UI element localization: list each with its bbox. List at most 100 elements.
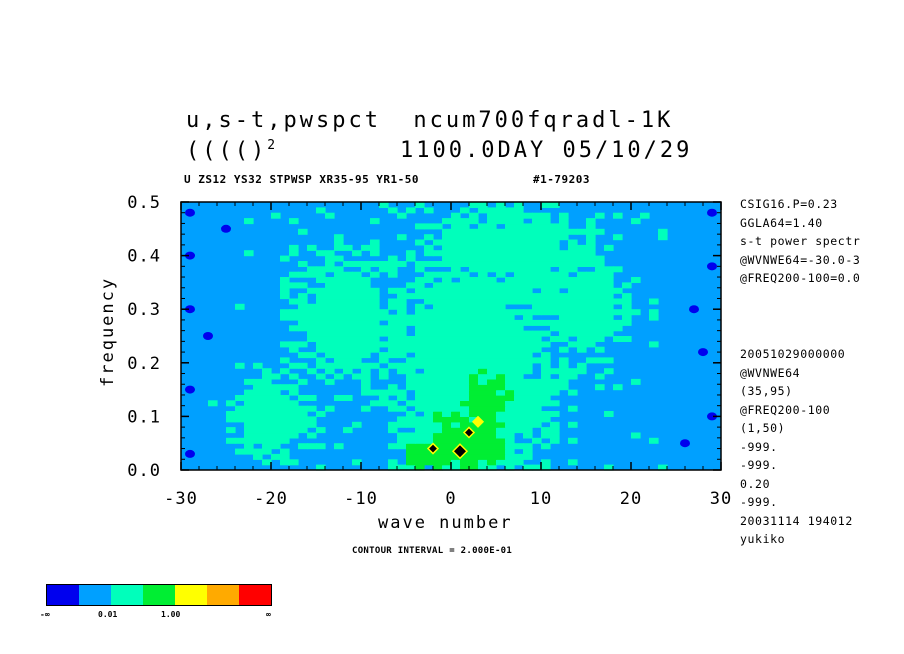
heatmap-cell xyxy=(343,395,353,401)
heatmap-cell xyxy=(487,319,497,326)
heatmap-cell xyxy=(406,384,416,391)
heatmap-cell xyxy=(559,250,569,257)
heatmap-cell xyxy=(496,405,506,412)
heatmap-cell xyxy=(370,346,380,353)
heatmap-cell xyxy=(397,395,407,401)
info-panel-top: CSIG16.P=0.23 GGLA64=1.40 s-t power spectr… xyxy=(740,195,860,288)
heatmap-cell xyxy=(604,303,614,310)
heatmap-cell xyxy=(496,453,506,460)
heatmap-cell xyxy=(451,239,461,246)
heatmap-cell xyxy=(514,357,524,364)
info-top-line-1: GGLA64=1.40 xyxy=(740,215,823,230)
heatmap-cell xyxy=(568,303,578,310)
heatmap-cell xyxy=(289,427,299,434)
heatmap-cell xyxy=(253,405,263,412)
heatmap-cell xyxy=(559,234,569,241)
heatmap-cell xyxy=(262,395,272,401)
heatmap-cell xyxy=(586,218,596,225)
heatmap-cell xyxy=(514,389,524,396)
heatmap-cell xyxy=(397,341,407,348)
heatmap-cell xyxy=(433,303,443,310)
heatmap-cell xyxy=(226,411,236,417)
heatmap-cell xyxy=(235,362,245,369)
heatmap-cell xyxy=(433,319,443,326)
heatmap-cell xyxy=(361,362,371,369)
heatmap-cell xyxy=(460,271,470,278)
heatmap-cell xyxy=(298,325,308,332)
heatmap-cell xyxy=(586,244,596,251)
heatmap-cell xyxy=(442,437,452,444)
heatmap-cell xyxy=(469,234,479,241)
heatmap-cell xyxy=(433,443,443,450)
heatmap-cell xyxy=(523,287,533,294)
heatmap-cell xyxy=(451,271,461,278)
heatmap-cell xyxy=(496,287,506,294)
heatmap-cell xyxy=(514,309,524,316)
heatmap-cell xyxy=(469,341,479,348)
heatmap-cell xyxy=(343,298,353,305)
heatmap-cell xyxy=(280,282,290,289)
heatmap-cell xyxy=(487,352,497,359)
heatmap-cell xyxy=(451,282,461,289)
heatmap-cell xyxy=(298,427,308,434)
heatmap-cell xyxy=(487,293,497,300)
heatmap-cell xyxy=(235,405,245,412)
heatmap-cell xyxy=(523,293,533,300)
heatmap-cell xyxy=(397,212,407,219)
heatmap-cell xyxy=(289,314,299,321)
heatmap-cell xyxy=(541,293,551,300)
heatmap-cell xyxy=(442,352,452,359)
heatmap-cell xyxy=(568,277,578,283)
heatmap-cell xyxy=(244,432,254,439)
colorbar-swatch-3 xyxy=(143,585,175,605)
heatmap-cell xyxy=(532,346,542,353)
heatmap-cell xyxy=(478,239,488,246)
heatmap-cell xyxy=(514,287,524,294)
heatmap-cell xyxy=(397,325,407,332)
heatmap-cell xyxy=(460,330,470,337)
heatmap-cell xyxy=(514,293,524,300)
heatmap-cell xyxy=(469,244,479,251)
heatmap-cell xyxy=(550,427,560,434)
heatmap-cell xyxy=(298,421,308,428)
info-bottom-line-0: 20051029000000 xyxy=(740,347,846,361)
heatmap-cell xyxy=(550,384,560,391)
heatmap-cell xyxy=(280,309,290,316)
heatmap-cell xyxy=(622,319,632,326)
heatmap-cell xyxy=(442,421,452,428)
heatmap-cell xyxy=(460,239,470,246)
heatmap-cell xyxy=(559,373,569,380)
heatmap-cell xyxy=(532,319,542,326)
heatmap-cell xyxy=(487,261,497,267)
heatmap-cell xyxy=(262,368,272,375)
heatmap-cell xyxy=(604,325,614,332)
heatmap-cell xyxy=(334,443,344,450)
heatmap-cell xyxy=(343,368,353,375)
heatmap-cell xyxy=(361,373,371,380)
heatmap-cell xyxy=(586,223,596,230)
heatmap-cell xyxy=(595,314,605,321)
heatmap-cell xyxy=(433,325,443,332)
heatmap-cell xyxy=(541,378,551,385)
heatmap-cell xyxy=(316,314,326,321)
heatmap-cell xyxy=(424,411,434,417)
heatmap-cell xyxy=(460,362,470,369)
heatmap-cell xyxy=(424,341,434,348)
heatmap-cell xyxy=(496,202,506,208)
heatmap-cell xyxy=(532,255,542,262)
heatmap-cell xyxy=(433,421,443,428)
heatmap-cell xyxy=(406,250,416,257)
heatmap-cell xyxy=(532,298,542,305)
heatmap-cell xyxy=(433,459,443,466)
heatmap-cell xyxy=(289,346,299,353)
heatmap-cell xyxy=(415,464,425,471)
heatmap-cell xyxy=(469,395,479,401)
heatmap-cell xyxy=(334,319,344,326)
heatmap-cell xyxy=(478,223,488,230)
heatmap-cell xyxy=(361,389,371,396)
heatmap-cell xyxy=(568,255,578,262)
heatmap-cell xyxy=(442,298,452,305)
heatmap-cell xyxy=(244,250,254,257)
heatmap-cell xyxy=(352,373,362,380)
heatmap-cell xyxy=(514,453,524,460)
